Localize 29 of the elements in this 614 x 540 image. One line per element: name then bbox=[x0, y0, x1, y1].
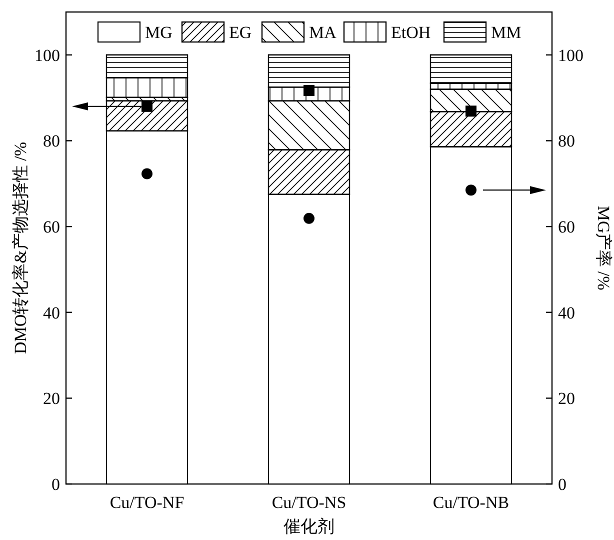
y-tick-label: 0 bbox=[52, 475, 60, 494]
point bbox=[466, 184, 476, 196]
y2-axis-title: MG产率 /% bbox=[594, 206, 613, 290]
point bbox=[466, 106, 476, 117]
y-tick-label: 60 bbox=[43, 218, 60, 237]
y-axis-title: DMO转化率&产物选择性 /% bbox=[11, 142, 30, 354]
y-tick-label: 100 bbox=[34, 46, 60, 65]
legend-label: MG bbox=[145, 23, 172, 42]
x-tick-label: Cu/TO-NS bbox=[272, 493, 346, 512]
legend-label: MA bbox=[309, 23, 338, 42]
x-tick-label: Cu/TO-NB bbox=[432, 493, 510, 512]
point bbox=[142, 100, 152, 112]
point bbox=[304, 212, 314, 224]
y-tick-label: 80 bbox=[43, 132, 60, 151]
y2-tick-label: 60 bbox=[558, 218, 575, 237]
point bbox=[304, 85, 314, 96]
y2-tick-label: 20 bbox=[558, 389, 575, 408]
y2-tick-label: 80 bbox=[558, 132, 575, 151]
x-tick-label: Cu/TO-NF bbox=[110, 493, 184, 512]
y2-tick-label: 100 bbox=[558, 46, 584, 65]
y-tick-label: 20 bbox=[43, 389, 60, 408]
y2-tick-label: 0 bbox=[558, 475, 566, 494]
x-axis-title: 催化剂 bbox=[284, 517, 334, 536]
legend-label: EG bbox=[229, 23, 252, 42]
y-tick-label: 40 bbox=[43, 303, 60, 322]
point bbox=[142, 168, 152, 180]
y2-tick-label: 40 bbox=[558, 303, 575, 322]
legend-label: EtOH bbox=[391, 23, 431, 42]
legend-label: MM bbox=[491, 23, 522, 42]
